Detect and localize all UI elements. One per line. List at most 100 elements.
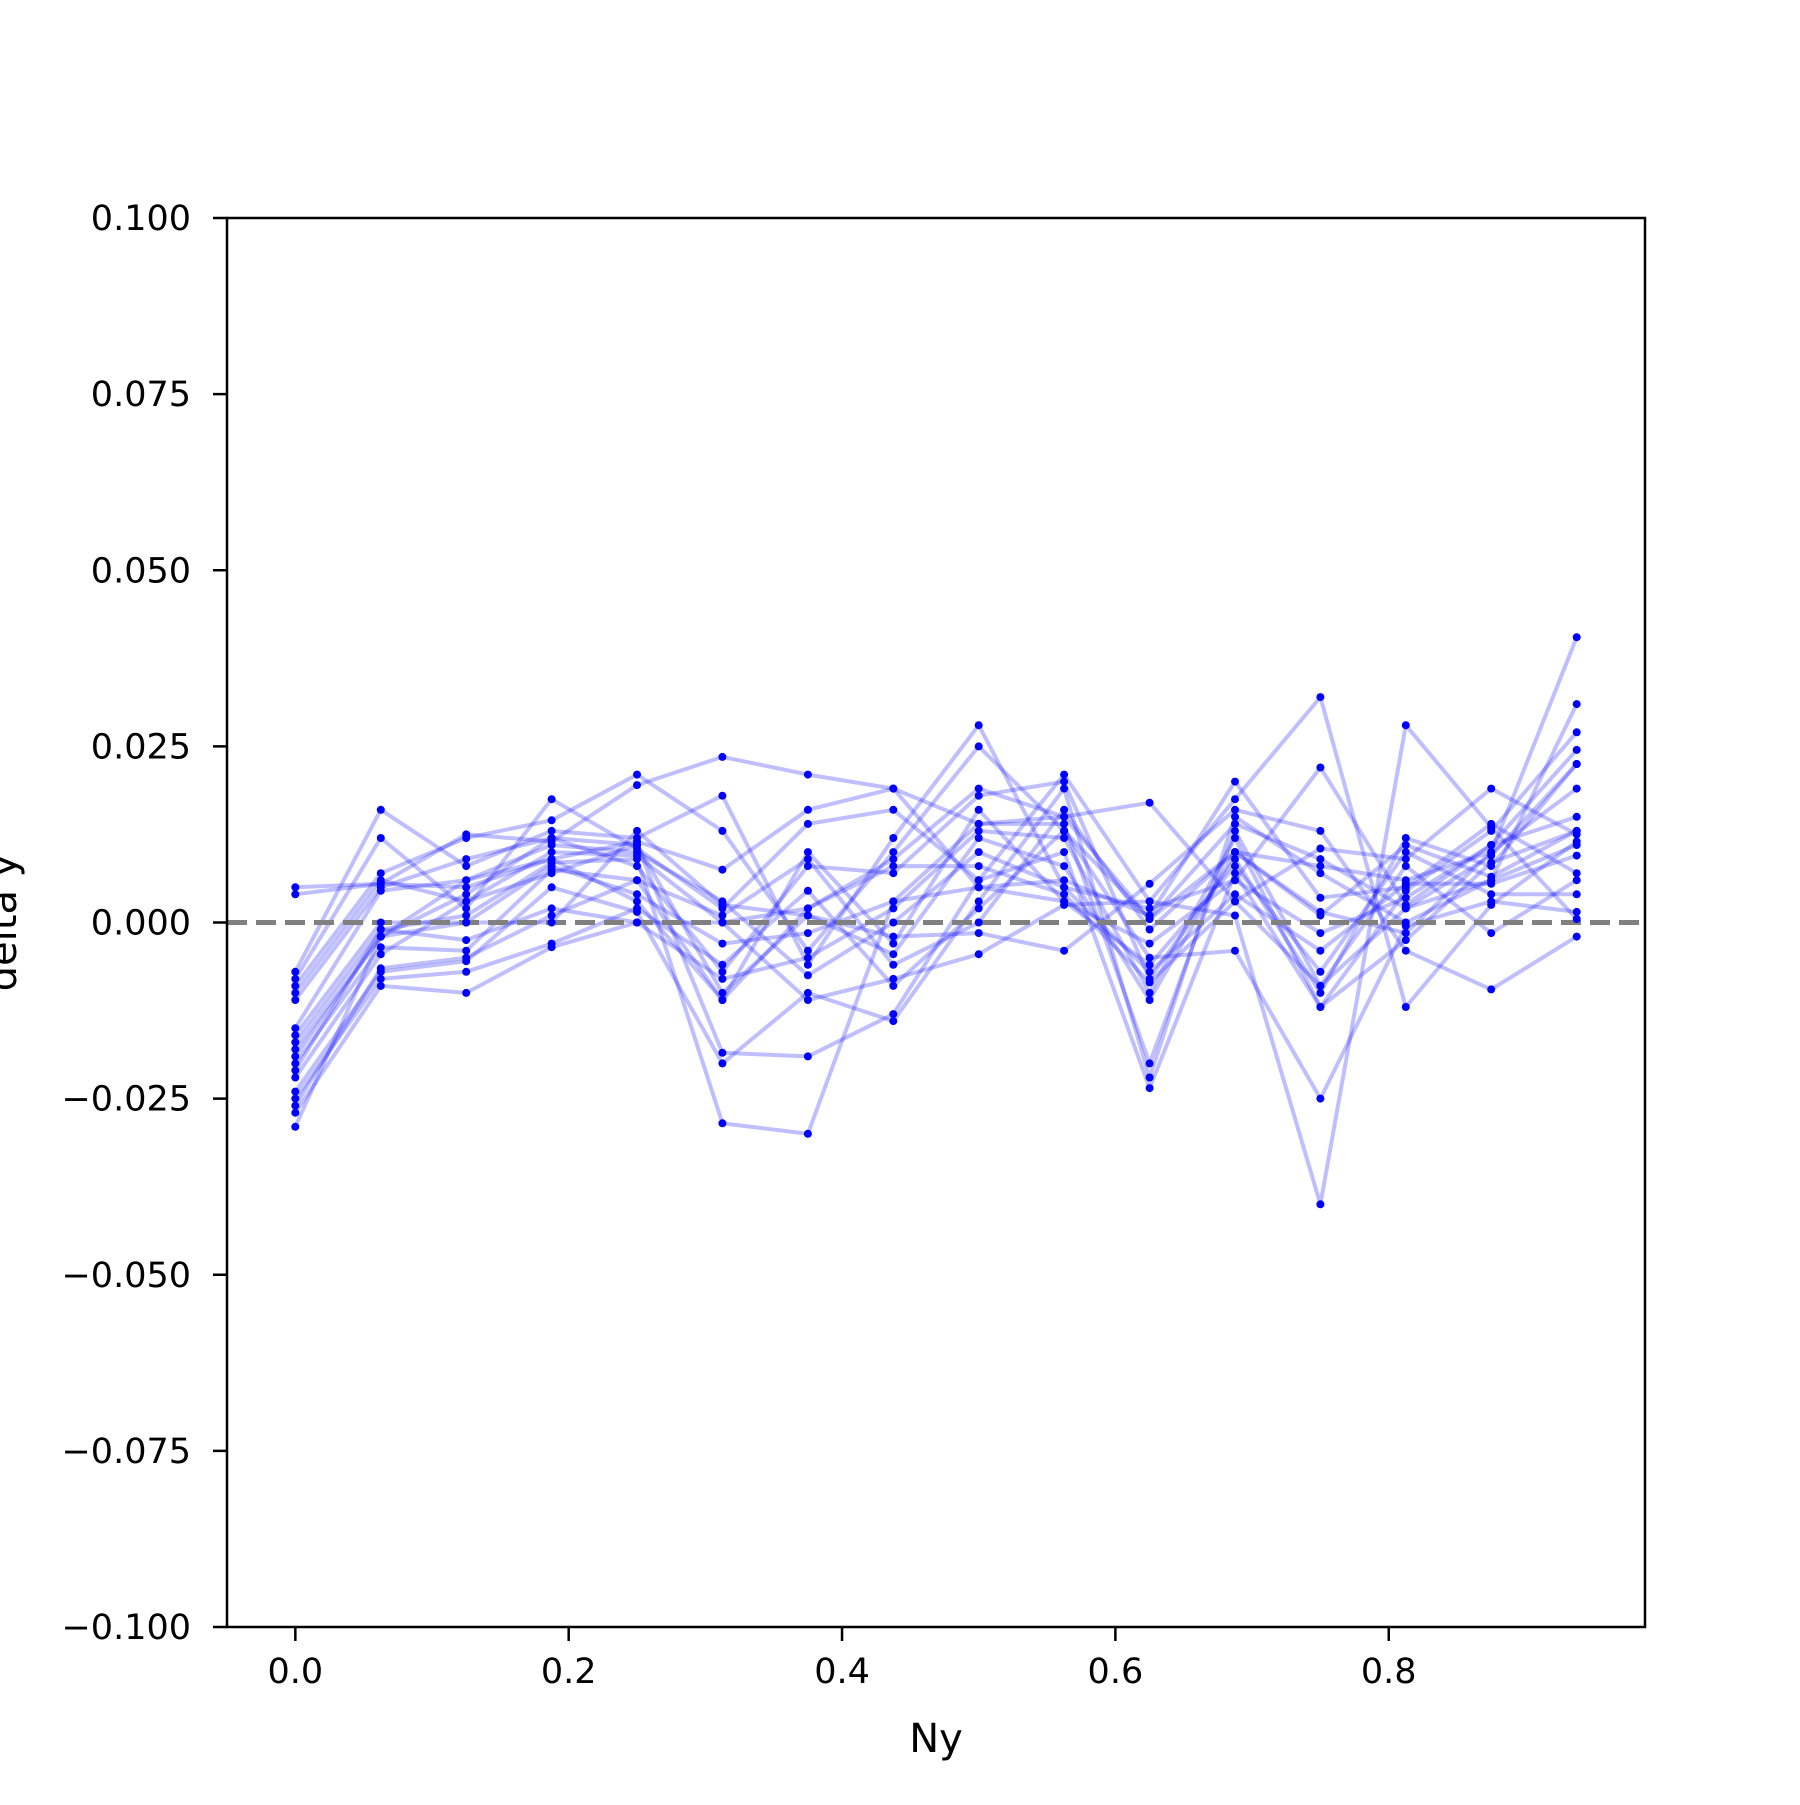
- data-point-s5-9: [974, 742, 983, 751]
- data-point-s19-3: [462, 988, 471, 997]
- data-point-s16-7: [803, 988, 812, 997]
- data-point-s2-8: [889, 784, 898, 793]
- data-point-s10-12: [1231, 834, 1239, 842]
- data-point-s13-3: [462, 946, 471, 955]
- data-point-s10-14: [1401, 886, 1410, 895]
- data-point-s4-13: [1316, 693, 1325, 702]
- y-tick-label: 0.050: [91, 551, 191, 591]
- data-point-s17-9: [974, 904, 983, 913]
- data-point-s10-16: [1572, 728, 1581, 737]
- data-point-s14-4: [547, 858, 556, 867]
- data-point-s19-7: [803, 996, 812, 1004]
- data-point-s20-15: [1487, 985, 1496, 994]
- data-point-s10-11: [1145, 988, 1154, 997]
- data-point-s8-7: [803, 848, 812, 857]
- data-point-s15-7: [803, 1052, 812, 1061]
- data-point-s18-7: [803, 855, 812, 864]
- data-point-s1-7: [803, 770, 812, 779]
- data-point-s15-14: [1401, 936, 1410, 945]
- data-point-s14-12: [1231, 876, 1239, 885]
- y-tick-label: −0.025: [61, 1080, 191, 1120]
- data-point-s4-7: [803, 819, 812, 828]
- data-point-s12-13: [1316, 946, 1325, 955]
- data-point-s2-10: [1060, 876, 1069, 885]
- data-point-s14-15: [1487, 841, 1496, 849]
- data-point-s15-2: [376, 950, 385, 959]
- data-point-s7-10: [1060, 777, 1069, 786]
- data-point-s20-6: [718, 900, 727, 909]
- series-line-8: [293, 807, 1577, 1030]
- series-line-11: [293, 829, 1578, 1051]
- data-point-s17-14: [1401, 922, 1410, 930]
- data-point-s1-1: [291, 883, 300, 892]
- data-point-s19-10: [1060, 900, 1069, 909]
- data-point-s1-15: [1487, 784, 1496, 793]
- data-point-s5-7: [803, 946, 812, 955]
- data-point-s20-8: [889, 932, 898, 941]
- data-point-s10-4: [547, 904, 556, 913]
- data-point-s14-1: [291, 1066, 300, 1075]
- series-points-layer: [291, 633, 1581, 1209]
- series-line-14: [293, 748, 1579, 1136]
- data-point-s2-3: [462, 883, 471, 892]
- data-point-s10-6: [718, 974, 727, 983]
- y-tick-label: 0.025: [91, 727, 191, 767]
- data-point-s18-8: [889, 960, 898, 969]
- data-point-s9-14: [1401, 862, 1410, 871]
- data-point-s8-2: [376, 886, 385, 895]
- data-point-s10-3: [462, 936, 471, 945]
- data-point-s18-14: [1401, 929, 1410, 938]
- data-point-s11-1: [291, 1045, 300, 1054]
- x-tick-label: 0.0: [268, 1652, 324, 1692]
- data-point-s17-2: [376, 974, 385, 983]
- data-point-s16-6: [718, 1059, 727, 1068]
- data-point-s8-8: [889, 939, 898, 948]
- data-point-s6-13: [1316, 862, 1325, 871]
- data-point-s20-10: [1060, 946, 1069, 955]
- data-point-s6-9: [974, 784, 983, 793]
- data-point-s3-3: [462, 862, 471, 871]
- data-point-s10-1: [291, 1038, 300, 1047]
- data-point-s9-12: [1231, 826, 1239, 835]
- data-point-s17-5: [633, 904, 641, 913]
- data-point-s2-16: [1572, 869, 1581, 878]
- data-point-s18-1: [291, 1101, 300, 1110]
- data-point-s15-9: [974, 876, 983, 885]
- data-point-s9-7: [803, 929, 812, 938]
- data-point-s17-7: [803, 886, 812, 895]
- data-point-s18-4: [547, 911, 556, 920]
- data-point-s11-3: [462, 890, 471, 899]
- data-point-s4-2: [376, 834, 385, 842]
- data-point-s15-15: [1487, 858, 1496, 867]
- data-point-s20-2: [376, 932, 385, 941]
- data-point-s10-10: [1060, 834, 1069, 842]
- data-point-s4-8: [889, 805, 898, 814]
- data-point-s12-12: [1231, 890, 1239, 899]
- x-axis-label: Ny: [909, 1716, 963, 1762]
- series-line-15: [293, 829, 1578, 1091]
- data-point-s10-7: [803, 953, 812, 962]
- x-axis-ticks: 0.0 0.2 0.4 0.6 0.8: [268, 1627, 1417, 1692]
- data-point-s3-8: [889, 834, 898, 842]
- data-point-s2-6: [718, 865, 727, 874]
- data-point-s15-4: [547, 869, 556, 878]
- data-point-s2-1: [291, 890, 300, 899]
- data-point-s4-12: [1231, 795, 1239, 804]
- data-point-s1-14: [1401, 855, 1410, 864]
- data-point-s9-11: [1145, 1059, 1154, 1068]
- data-point-s8-16: [1572, 890, 1581, 899]
- data-point-s19-5: [633, 918, 641, 927]
- data-point-s16-9: [974, 897, 983, 906]
- series-line-12: [293, 843, 1578, 1058]
- data-point-s4-1: [291, 974, 300, 983]
- data-point-s6-11: [1145, 915, 1154, 923]
- data-point-s15-10: [1060, 848, 1069, 857]
- data-point-s12-5: [633, 848, 641, 857]
- data-point-s18-10: [1060, 805, 1069, 814]
- data-point-s7-13: [1316, 988, 1325, 997]
- data-point-s1-6: [718, 752, 727, 761]
- data-point-s18-15: [1487, 848, 1496, 857]
- y-axis-ticks: 0.100 0.075 0.050 0.025 0.000 −0.025 −0.050 −0.…: [61, 199, 227, 1648]
- series-line-17: [293, 828, 1577, 1101]
- data-point-s17-16: [1572, 907, 1581, 916]
